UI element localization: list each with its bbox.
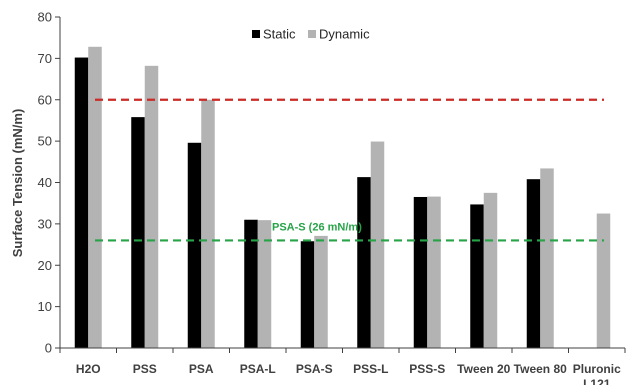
bar-dynamic-pss-s xyxy=(427,196,441,348)
y-tick-label: 0 xyxy=(45,341,52,356)
legend-swatch-dynamic xyxy=(308,30,316,38)
bar-static-pss-l xyxy=(357,177,371,348)
bar-static-tween-20 xyxy=(470,204,484,348)
bar-static-pss xyxy=(131,117,145,348)
bar-dynamic-psa-l xyxy=(257,220,272,348)
legend-swatch-static xyxy=(252,30,260,38)
x-category-label: Tween 20 xyxy=(457,362,510,376)
bar-dynamic-pluronic-l121 xyxy=(596,213,611,348)
y-tick-label: 40 xyxy=(38,175,52,190)
bar-dynamic-pss-l xyxy=(370,141,385,348)
y-tick-label: 50 xyxy=(38,134,52,149)
y-tick-label: 80 xyxy=(38,10,52,25)
y-tick-label: 20 xyxy=(38,258,52,273)
bar-dynamic-pss xyxy=(144,65,159,348)
bar-static-psa xyxy=(187,142,202,348)
legend-label-dynamic: Dynamic xyxy=(319,27,370,42)
x-category-label: PSA-L xyxy=(240,362,276,376)
y-tick-label: 10 xyxy=(38,299,52,314)
x-category-label: PSA-S xyxy=(296,362,333,376)
x-category-label: PSS xyxy=(133,362,157,376)
y-tick-label: 30 xyxy=(38,216,52,231)
bar-static-h2o xyxy=(74,57,89,349)
bar-static-tween-80 xyxy=(526,179,541,348)
x-category-label: Pluronic L121 xyxy=(573,362,621,385)
y-tick-label: 70 xyxy=(38,51,52,66)
bar-dynamic-psa xyxy=(201,99,215,348)
bar-static-psa-l xyxy=(244,219,258,348)
x-category-label: H2O xyxy=(76,362,101,376)
reference-line-label: PSA-S (26 mN/m) xyxy=(272,221,362,233)
y-axis-title: Surface Tension (mN/m) xyxy=(10,109,25,258)
x-category-label: Tween 80 xyxy=(514,362,567,376)
bar-static-psa-s xyxy=(300,241,315,348)
x-category-label: PSS-L xyxy=(353,362,388,376)
bar-dynamic-tween-80 xyxy=(540,168,554,348)
x-category-label: PSA xyxy=(189,362,214,376)
bar-dynamic-h2o xyxy=(88,46,102,348)
bar-dynamic-psa-s xyxy=(314,235,328,348)
y-tick-label: 60 xyxy=(38,92,52,107)
bar-static-pss-s xyxy=(413,196,428,348)
legend-label-static: Static xyxy=(263,27,296,42)
bar-dynamic-tween-20 xyxy=(483,192,498,348)
x-category-label: PSS-S xyxy=(409,362,445,376)
